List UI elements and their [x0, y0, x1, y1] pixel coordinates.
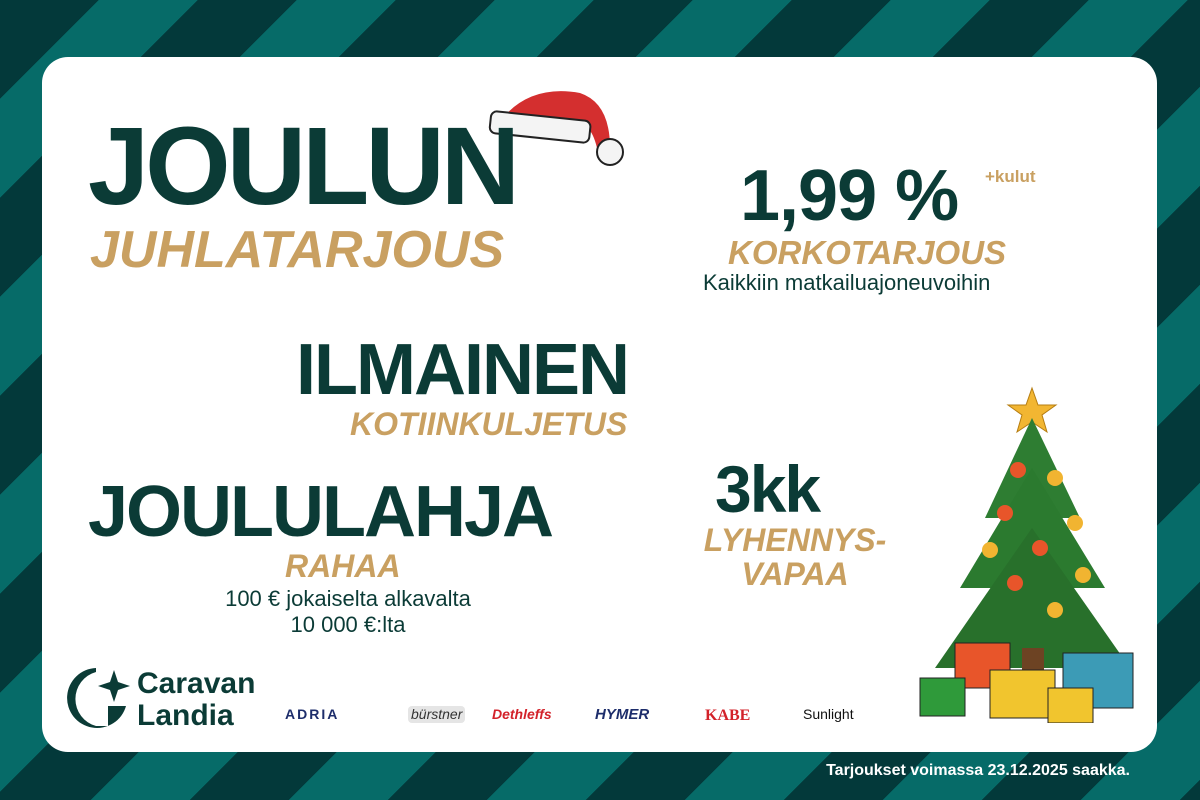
- gift-line-1: 100 € jokaiselta alkavalta: [225, 586, 471, 611]
- delivery-subtitle: KOTIINKULJETUS: [350, 406, 628, 442]
- rate-description: Kaikkiin matkailuajoneuvoihin: [703, 270, 991, 295]
- deferral-title: 3kk: [715, 452, 821, 526]
- brand-burstner: bürstner: [408, 706, 466, 723]
- brand-dethleffs: Dethleffs: [492, 706, 552, 722]
- logo-line-2: Landia: [137, 699, 234, 732]
- headline-subtitle: JUHLATARJOUS: [90, 221, 505, 279]
- gift-title: JOULULAHJA: [88, 472, 554, 552]
- brand-kabe: KABE: [705, 707, 751, 724]
- christmas-tree-icon: [919, 386, 1134, 723]
- rate-value: 1,99 %: [740, 156, 959, 236]
- headline-title: JOULUN: [88, 105, 520, 228]
- delivery-title: ILMAINEN: [296, 330, 630, 410]
- santa-hat-icon: [488, 91, 624, 166]
- deferral-line-1: LYHENNYS-: [703, 522, 887, 558]
- gift-line-2: 10 000 €:lta: [290, 612, 406, 637]
- caravanlandia-logo-icon: [67, 668, 130, 728]
- logo-line-1: Caravan: [137, 667, 256, 700]
- brand-adria: ADRIA: [285, 706, 340, 722]
- brand-hymer: HYMER: [595, 706, 650, 723]
- brand-sunlight: Sunlight: [803, 706, 854, 722]
- gift-subtitle: RAHAA: [285, 548, 401, 584]
- validity-footer: Tarjoukset voimassa 23.12.2025 saakka.: [826, 762, 1130, 779]
- rate-label: KORKOTARJOUS: [728, 234, 1007, 271]
- rate-suffix: +kulut: [985, 167, 1036, 186]
- deferral-line-2: VAPAA: [741, 556, 849, 592]
